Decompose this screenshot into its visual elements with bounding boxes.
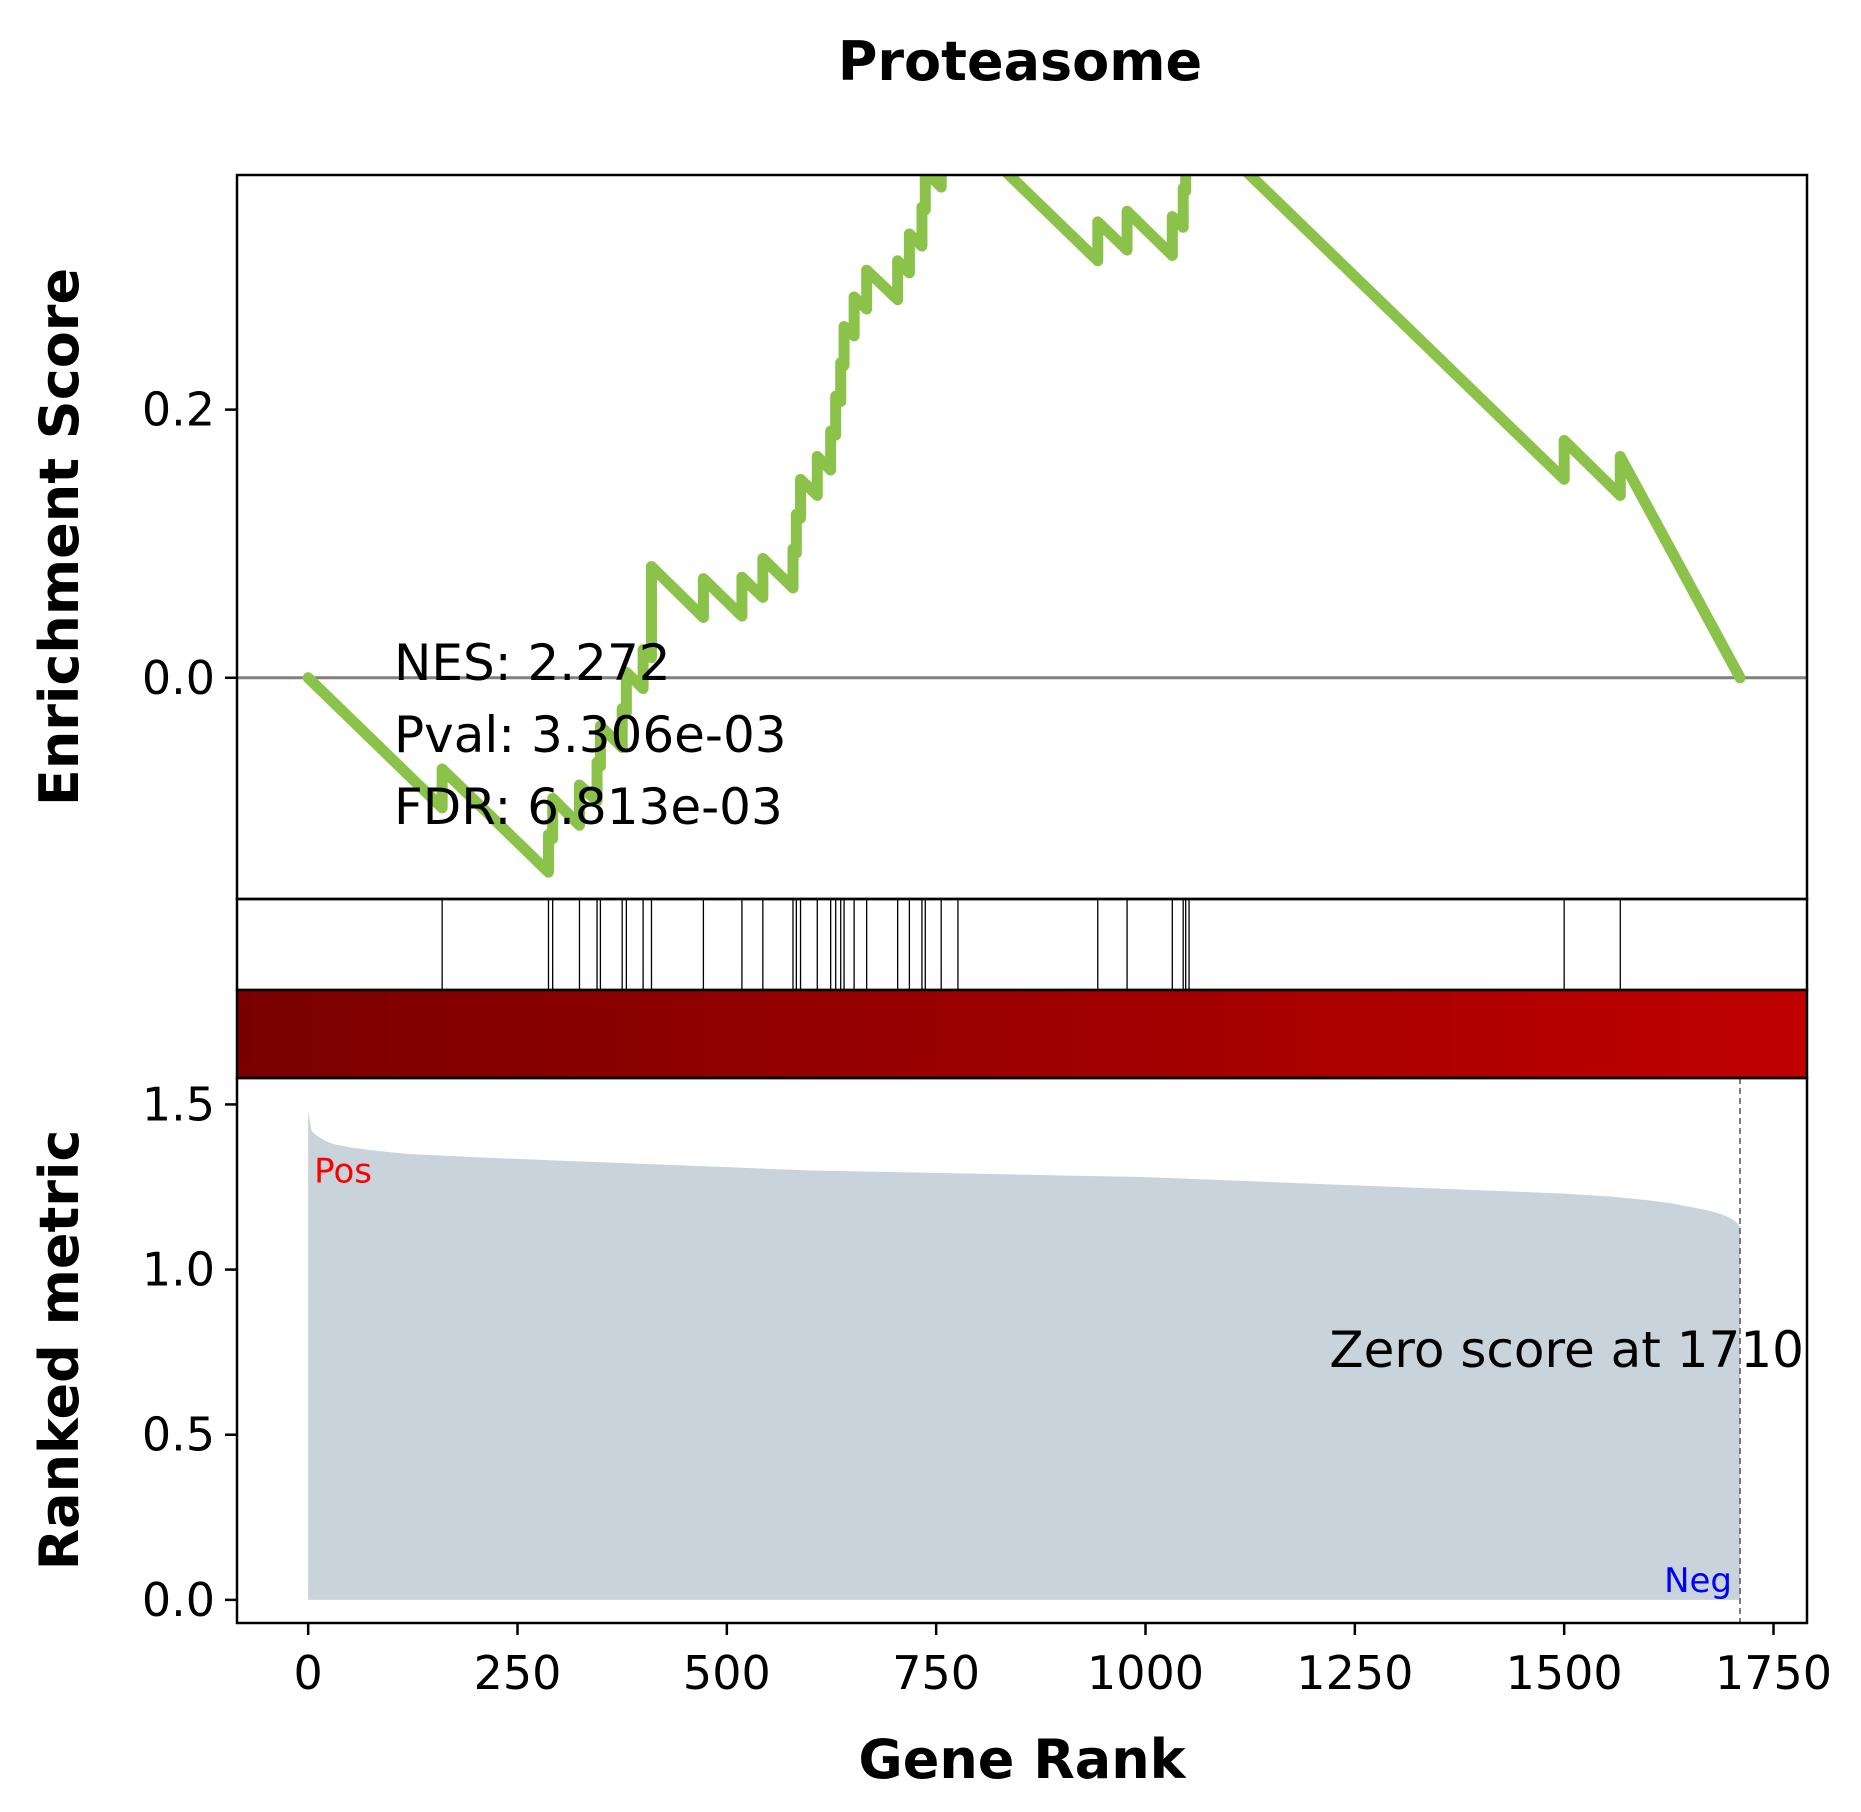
gene-hit-marks bbox=[441, 899, 1621, 990]
es-y-ticks: 0.0 0.2 bbox=[142, 383, 237, 705]
rank-y-ticks: 0.0 0.5 1.0 1.5 bbox=[142, 1077, 237, 1627]
es-y-tick-label: 0.0 bbox=[142, 651, 215, 705]
x-axis-label: Gene Rank bbox=[858, 1728, 1186, 1791]
x-tick-label: 0 bbox=[294, 1646, 323, 1700]
x-tick-label: 1750 bbox=[1715, 1646, 1832, 1700]
gene-hit-panel bbox=[235, 897, 1809, 992]
rank-y-tick-label: 1.0 bbox=[142, 1243, 215, 1297]
es-y-axis-label: Enrichment Score bbox=[28, 268, 91, 806]
zero-score-annotation: Zero score at 1710 bbox=[1329, 1321, 1804, 1379]
es-y-tick-label: 0.2 bbox=[142, 383, 215, 437]
x-tick-label: 750 bbox=[892, 1646, 980, 1700]
nes-stat: NES: 2.272 bbox=[394, 634, 671, 692]
rank-y-tick-label: 0.5 bbox=[142, 1408, 215, 1462]
x-tick-label: 500 bbox=[683, 1646, 771, 1700]
x-tick-label: 1250 bbox=[1296, 1646, 1413, 1700]
ranked-metric-panel: 0.0 0.5 1.0 1.5 Zero score at 1710 Pos Neg bbox=[142, 1076, 1809, 1627]
ranked-metric-area bbox=[308, 1111, 1741, 1600]
hit-panel-frame bbox=[235, 897, 1809, 992]
x-tick-label: 1000 bbox=[1087, 1646, 1204, 1700]
enrichment-score-panel: 0.0 0.2 NES: 2.272 Pval: 3.306e-03 FDR: 6… bbox=[142, 173, 1809, 901]
rank-y-axis-label: Ranked metric bbox=[28, 1130, 91, 1571]
chart-title: Proteasome bbox=[838, 30, 1202, 93]
rank-y-tick-label: 0.0 bbox=[142, 1573, 215, 1627]
x-axis-ticks: 0 250 500 750 1000 1250 1500 1750 bbox=[294, 1623, 1832, 1700]
neg-label: Neg bbox=[1664, 1561, 1732, 1601]
x-tick-label: 1500 bbox=[1506, 1646, 1623, 1700]
fdr-stat: FDR: 6.813e-03 bbox=[394, 778, 783, 836]
rank-heatmap-bar bbox=[235, 988, 1809, 1080]
pval-stat: Pval: 3.306e-03 bbox=[394, 706, 787, 764]
rank-y-tick-label: 1.5 bbox=[142, 1077, 215, 1131]
x-tick-label: 250 bbox=[474, 1646, 562, 1700]
rank-plot-frame bbox=[235, 1076, 1809, 1625]
es-curve bbox=[302, 175, 1746, 878]
pos-label: Pos bbox=[314, 1151, 372, 1191]
